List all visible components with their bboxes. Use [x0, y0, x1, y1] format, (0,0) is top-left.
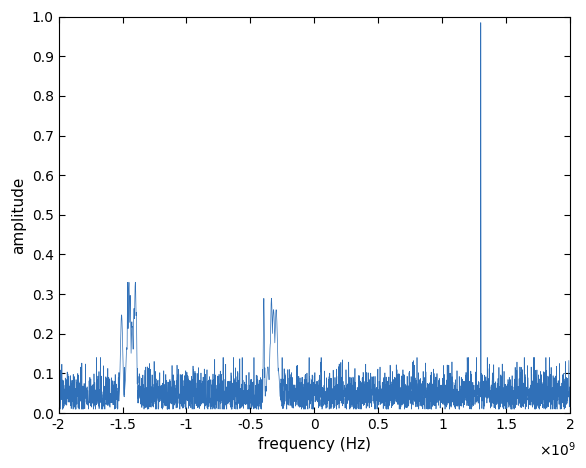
- Y-axis label: amplitude: amplitude: [11, 176, 26, 254]
- X-axis label: frequency (Hz): frequency (Hz): [258, 438, 371, 453]
- Text: $\times10^{9}$: $\times10^{9}$: [539, 441, 575, 460]
